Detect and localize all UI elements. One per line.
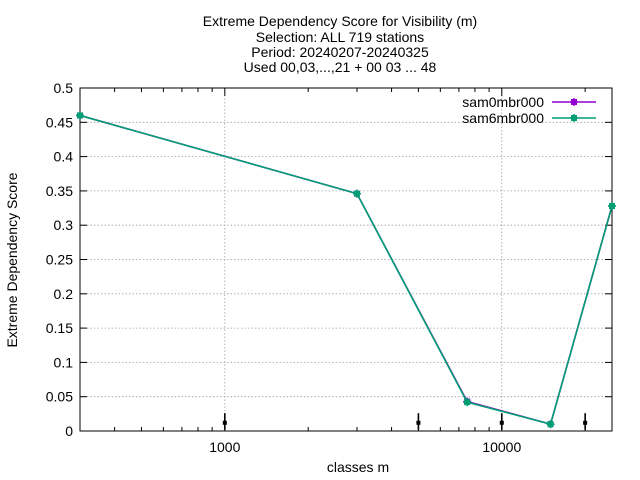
x-tick-label: 1000 [209,439,240,455]
y-tick-label: 0.1 [54,354,74,370]
y-tick-label: 0.35 [46,183,73,199]
axes [79,87,613,432]
sample-markers [222,413,588,430]
sample-marker [416,420,421,425]
legend-swatch-point [570,98,578,106]
chart-title-line-1: Extreme Dependency Score for Visibility … [203,13,477,29]
sample-marker [583,420,588,425]
y-tick-label: 0.45 [46,114,73,130]
chart-title-block: Extreme Dependency Score for Visibility … [203,13,477,75]
y-tick-label: 0.05 [46,389,73,405]
grid [80,88,612,431]
legend-label-sam0mbr000: sam0mbr000 [462,94,544,110]
series-line [79,114,613,426]
series-group [76,111,616,429]
series-line [79,114,613,426]
chart-title-line-3: Period: 20240207-20240325 [251,44,429,60]
data-point [608,201,616,210]
data-point [546,420,555,429]
y-tick-label: 0 [65,423,73,439]
y-tick-label: 0.15 [46,320,73,336]
legend-label-sam6mbr000: sam6mbr000 [462,110,544,126]
y-axis-label: Extreme Dependency Score [4,172,20,347]
y-tick-label: 0.4 [54,149,74,165]
data-point [76,111,84,120]
y-tick-label: 0.25 [46,252,73,268]
y-tick-label: 0.2 [54,286,74,302]
plot-frame [79,87,613,432]
y-tick-label: 0.5 [54,80,74,96]
y-tick-label: 0.3 [54,217,74,233]
x-tick-label: 10000 [482,439,521,455]
series-sam0mbr000 [76,111,616,429]
chart-title-line-4: Used 00,03,...,21 + 00 03 ... 48 [244,59,437,75]
x-axis-label: classes m [327,459,389,475]
data-point [463,398,472,407]
sample-marker [499,420,504,425]
legend-swatch-point [570,114,578,122]
tick-labels: 0 0.05 0.1 0.15 0.2 0.25 0.3 0.35 0.4 0.45 0.5 1000… [46,80,522,455]
data-point [352,189,361,198]
sample-marker [222,420,227,425]
chart-title-line-2: Selection: ALL 719 stations [256,29,424,45]
series-sam6mbr000 [76,111,616,429]
